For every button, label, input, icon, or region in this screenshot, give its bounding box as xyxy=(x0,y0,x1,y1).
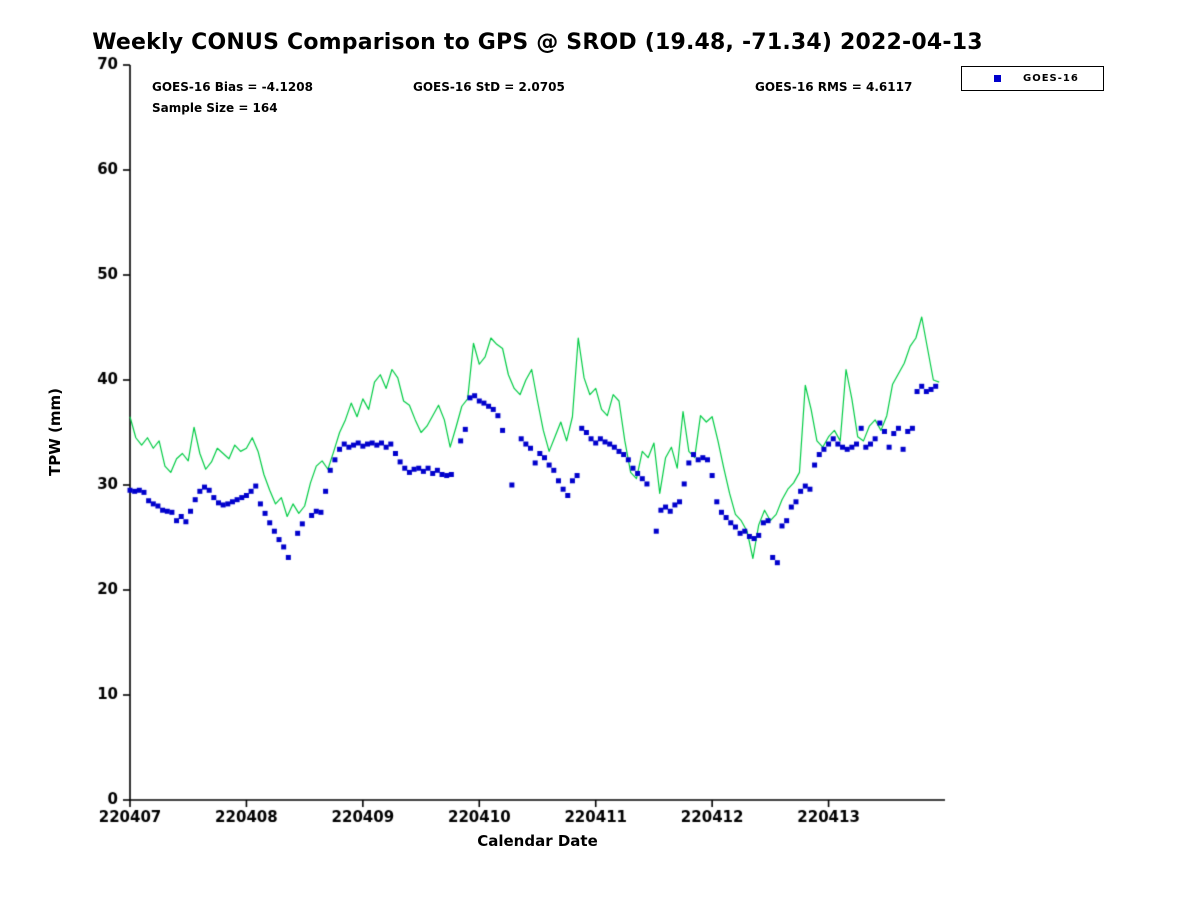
stat-bias: GOES-16 Bias = -4.1208 xyxy=(152,80,313,94)
legend-square-marker-icon xyxy=(994,75,1001,82)
legend-item-label: GOES-16 xyxy=(1023,73,1079,84)
stat-sample-size: Sample Size = 164 xyxy=(152,101,278,115)
x-axis-label: Calendar Date xyxy=(477,832,598,850)
stat-std: GOES-16 StD = 2.0705 xyxy=(413,80,565,94)
legend: GOES-16 xyxy=(961,66,1104,91)
y-axis-label: TPW (mm) xyxy=(46,388,64,476)
stat-rms: GOES-16 RMS = 4.6117 xyxy=(755,80,913,94)
chart-title: Weekly CONUS Comparison to GPS @ SROD (1… xyxy=(92,30,983,55)
